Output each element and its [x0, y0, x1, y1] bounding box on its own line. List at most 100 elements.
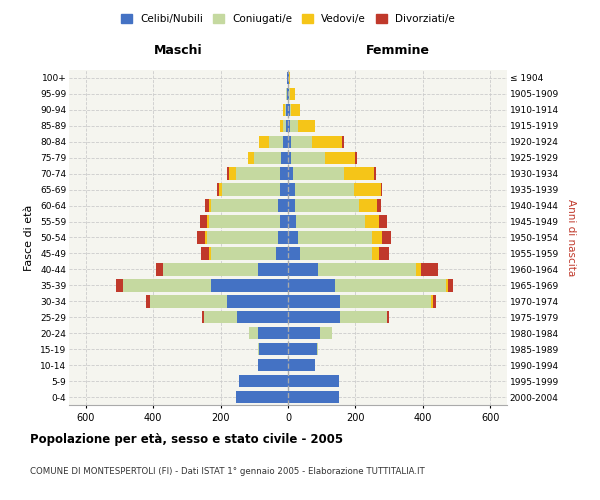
Bar [365, 216, 379, 228]
Bar [288, 168, 293, 180]
Bar [276, 247, 288, 260]
Bar [288, 72, 289, 84]
Bar [288, 295, 340, 308]
Bar [289, 88, 290, 100]
Bar [288, 136, 292, 148]
Bar [374, 168, 376, 180]
Bar [278, 200, 288, 212]
Bar [421, 263, 438, 276]
Bar [146, 295, 150, 308]
Bar [292, 136, 311, 148]
Bar [288, 184, 295, 196]
Bar [280, 216, 288, 228]
Bar [295, 184, 354, 196]
Bar [288, 247, 300, 260]
Bar [283, 104, 284, 116]
Bar [300, 247, 372, 260]
Bar [257, 359, 288, 372]
Bar [288, 327, 320, 340]
Bar [204, 311, 238, 324]
Bar [287, 72, 288, 84]
Bar [388, 311, 389, 324]
Bar [342, 136, 344, 148]
Bar [254, 152, 281, 164]
Bar [280, 184, 288, 196]
Bar [280, 120, 283, 132]
Bar [205, 232, 207, 243]
Bar [372, 247, 379, 260]
Bar [259, 343, 288, 355]
Text: Maschi: Maschi [154, 44, 203, 57]
Bar [340, 295, 431, 308]
Bar [354, 184, 380, 196]
Bar [156, 263, 163, 276]
Legend: Celibi/Nubili, Coniugati/e, Vedovi/e, Divorziati/e: Celibi/Nubili, Coniugati/e, Vedovi/e, Di… [117, 10, 459, 29]
Bar [211, 247, 276, 260]
Bar [288, 216, 296, 228]
Bar [377, 200, 380, 212]
Bar [372, 232, 382, 243]
Bar [281, 152, 288, 164]
Bar [257, 327, 288, 340]
Bar [200, 216, 207, 228]
Bar [238, 311, 288, 324]
Bar [448, 279, 453, 291]
Bar [355, 152, 357, 164]
Bar [123, 279, 211, 291]
Bar [207, 216, 209, 228]
Bar [209, 216, 280, 228]
Bar [359, 200, 377, 212]
Bar [320, 327, 332, 340]
Bar [283, 136, 288, 148]
Bar [288, 104, 290, 116]
Bar [163, 263, 257, 276]
Bar [288, 200, 295, 212]
Bar [201, 247, 209, 260]
Bar [290, 88, 295, 100]
Bar [287, 88, 288, 100]
Bar [288, 343, 317, 355]
Bar [288, 232, 298, 243]
Bar [288, 311, 340, 324]
Bar [223, 184, 280, 196]
Bar [340, 311, 388, 324]
Bar [259, 136, 269, 148]
Bar [217, 184, 219, 196]
Bar [288, 279, 335, 291]
Bar [379, 216, 388, 228]
Bar [292, 104, 300, 116]
Bar [288, 263, 319, 276]
Bar [288, 152, 292, 164]
Bar [207, 232, 278, 243]
Bar [286, 88, 287, 100]
Bar [289, 72, 290, 84]
Bar [290, 120, 298, 132]
Bar [446, 279, 448, 291]
Bar [269, 136, 283, 148]
Bar [416, 263, 421, 276]
Bar [317, 343, 319, 355]
Bar [202, 311, 204, 324]
Bar [227, 295, 288, 308]
Bar [257, 343, 259, 355]
Bar [319, 263, 416, 276]
Bar [227, 168, 229, 180]
Bar [290, 104, 292, 116]
Text: COMUNE DI MONTESPERTOLI (FI) - Dati ISTAT 1° gennaio 2005 - Elaborazione TUTTITA: COMUNE DI MONTESPERTOLI (FI) - Dati ISTA… [30, 468, 425, 476]
Bar [236, 391, 288, 403]
Y-axis label: Anni di nascita: Anni di nascita [566, 199, 575, 276]
Text: Femmine: Femmine [365, 44, 430, 57]
Bar [219, 184, 222, 196]
Bar [288, 359, 315, 372]
Bar [249, 327, 257, 340]
Bar [280, 168, 288, 180]
Bar [288, 375, 338, 388]
Bar [295, 200, 359, 212]
Bar [293, 168, 344, 180]
Bar [311, 136, 342, 148]
Bar [283, 120, 286, 132]
Y-axis label: Fasce di età: Fasce di età [25, 204, 34, 270]
Bar [211, 200, 278, 212]
Bar [239, 375, 288, 388]
Bar [116, 279, 123, 291]
